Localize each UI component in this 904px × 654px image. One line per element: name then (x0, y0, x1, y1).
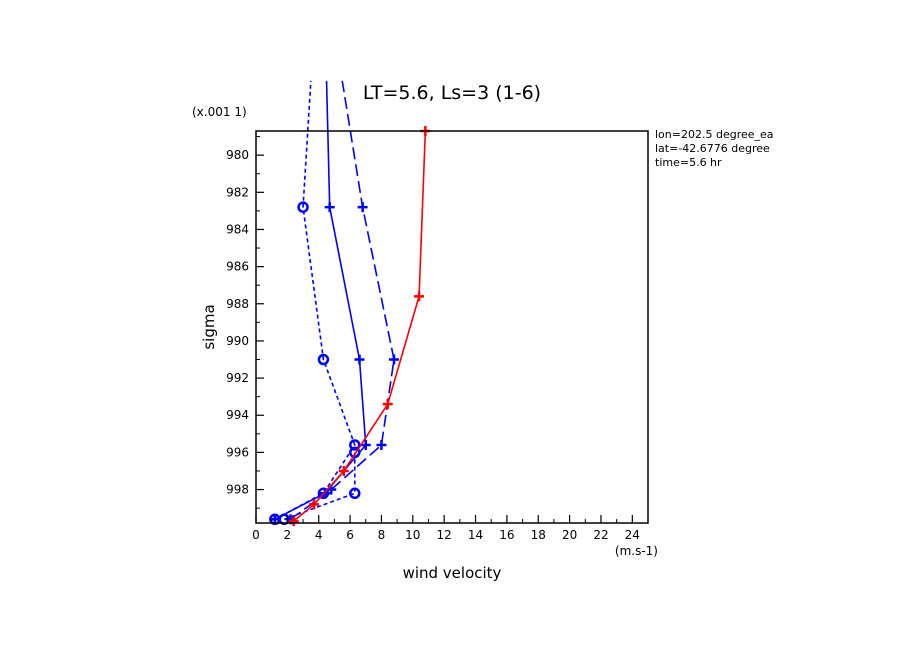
y-scale-note: (x.001 1) (192, 105, 247, 119)
y-tick-label: 994 (226, 408, 249, 422)
x-tick-label: 22 (593, 528, 608, 542)
y-axis-label: sigma (200, 304, 218, 349)
info-block: lon=202.5 degree_ea lat=-42.6776 degree … (655, 128, 774, 169)
y-tick-label: 988 (226, 297, 249, 311)
y-axis: 980 982 984 986 988 990 992 994 996 998 (226, 136, 264, 509)
y-tick-label: 982 (226, 185, 249, 199)
data-point (317, 487, 330, 500)
x-axis-label: wind velocity (403, 564, 502, 582)
x-tick-label: 16 (499, 528, 514, 542)
x-tick-label: 20 (562, 528, 577, 542)
info-time: time=5.6 hr (655, 156, 722, 169)
data-point (349, 446, 361, 459)
series-5 (288, 126, 431, 527)
x-tick-label: 18 (531, 528, 546, 542)
y-tick-label: 998 (226, 483, 249, 497)
y-tick-label: 986 (226, 260, 249, 274)
data-point (360, 439, 371, 450)
x-tick-label: 2 (284, 528, 292, 542)
x-tick-label: 10 (405, 528, 420, 542)
data-point (414, 291, 425, 302)
x-tick-label: 24 (625, 528, 640, 542)
chart-title: LT=5.6, Ls=3 (1-6) (363, 82, 541, 104)
series-3 (278, 446, 361, 526)
series-2 (269, 80, 361, 526)
data-point (357, 202, 368, 213)
y-tick-label: 990 (226, 334, 249, 348)
x-tick-label: 12 (437, 528, 452, 542)
series-line (290, 80, 395, 520)
data-point (382, 399, 393, 410)
data-point (288, 516, 299, 527)
x-tick-label: 14 (468, 528, 483, 542)
x-tick-label: 8 (378, 528, 386, 542)
y-tick-label: 980 (226, 148, 249, 162)
x-tick-label: 4 (315, 528, 323, 542)
series-line (274, 80, 356, 520)
data-point (338, 465, 349, 476)
data-point (317, 353, 330, 366)
info-lon: lon=202.5 degree_ea (655, 128, 774, 141)
plot-area (269, 80, 431, 527)
y-tick-label: 992 (226, 371, 249, 385)
series-line (274, 80, 367, 520)
data-point (324, 202, 335, 213)
data-point (354, 354, 365, 365)
series-line (293, 130, 427, 522)
x-tick-label: 6 (346, 528, 354, 542)
info-lat: lat=-42.6776 degree (655, 142, 770, 155)
series-4 (285, 80, 399, 525)
plot-frame (255, 130, 649, 524)
x-axis: 0 2 4 6 8 10 12 14 16 18 20 22 24 (252, 515, 640, 542)
y-tick-label: 996 (226, 445, 249, 459)
data-point (349, 439, 361, 451)
x-units-label: (m.s-1) (615, 544, 658, 558)
y-tick-label: 984 (226, 222, 249, 236)
data-point (297, 201, 309, 213)
data-point (309, 499, 320, 510)
data-point (376, 439, 387, 450)
x-tick-label: 0 (252, 528, 260, 542)
data-point (388, 354, 399, 365)
data-point (349, 487, 361, 500)
